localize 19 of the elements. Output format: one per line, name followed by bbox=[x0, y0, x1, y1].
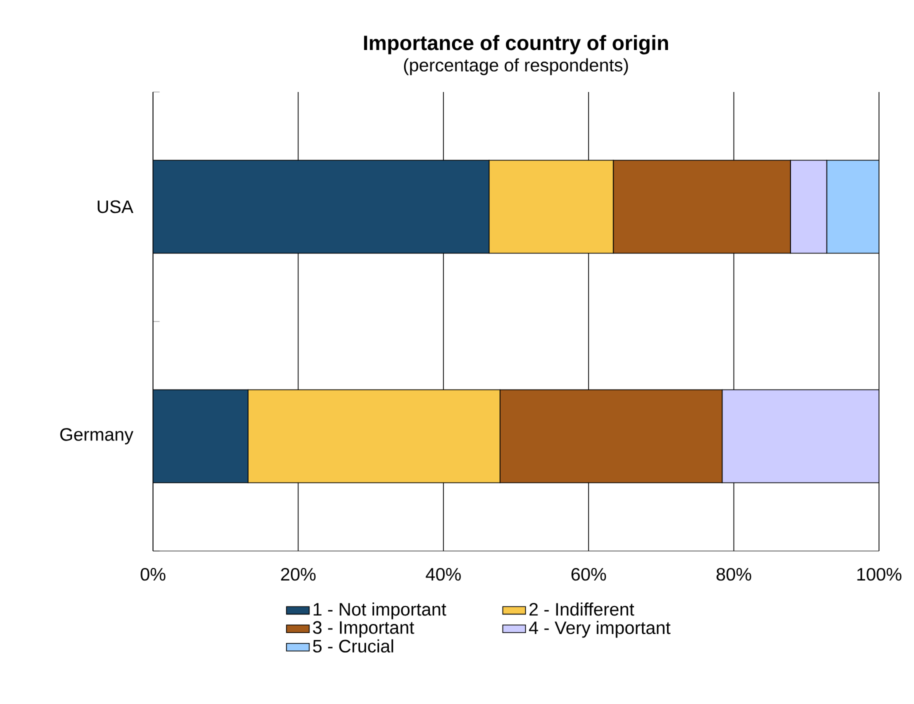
x-tick-label: 40% bbox=[426, 568, 461, 581]
legend-label: 4 - Very important bbox=[529, 620, 670, 638]
chart-title: Importance of country of origin bbox=[364, 35, 668, 54]
x-tick-label: 0% bbox=[140, 568, 166, 581]
x-tick-label: 80% bbox=[716, 568, 752, 581]
y-tick-label: USA bbox=[98, 200, 134, 214]
x-tick-label: 60% bbox=[572, 568, 606, 581]
bar bbox=[722, 389, 880, 484]
legend-label: 1 - Not important bbox=[314, 602, 446, 620]
x-tick-label: 100% bbox=[857, 568, 902, 581]
chart-subtitle: (percentage of respondents) bbox=[404, 58, 628, 76]
legend-label: 3 - Important bbox=[313, 621, 414, 638]
bar bbox=[153, 160, 490, 254]
legend-label: 5 - Crucial bbox=[313, 639, 394, 653]
bar bbox=[153, 389, 249, 484]
bar bbox=[790, 160, 828, 254]
x-tick-label: 20% bbox=[281, 568, 316, 581]
y-tick-label: Germany bbox=[60, 428, 134, 444]
legend-label: 2 - Indifferent bbox=[529, 602, 634, 616]
